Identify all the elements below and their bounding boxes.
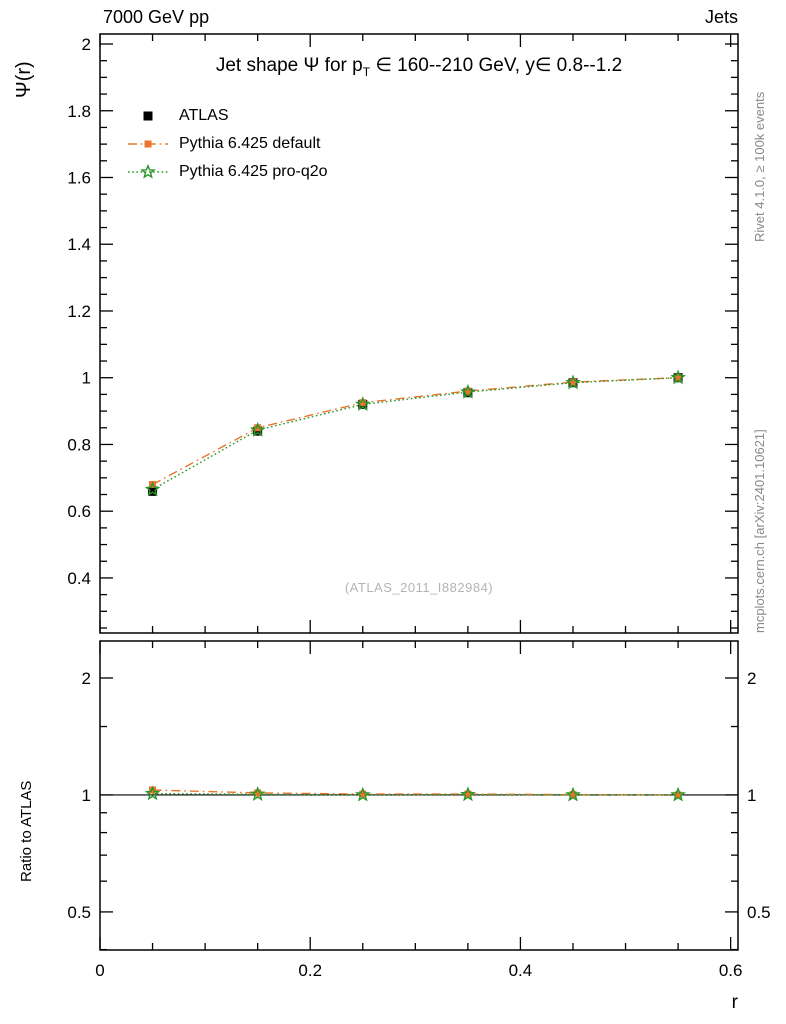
svg-text:0.2: 0.2 — [298, 961, 322, 980]
legend: ATLAS Pythia 6.425 default Pythia 6.425 … — [126, 102, 328, 186]
svg-text:1.6: 1.6 — [67, 168, 91, 187]
svg-text:2: 2 — [747, 669, 756, 688]
plot-title-rest: ∈ 160--210 GeV, y∈ 0.8--1.2 — [370, 55, 623, 76]
legend-item-pythia-proq2o: Pythia 6.425 pro-q2o — [126, 158, 328, 186]
svg-text:0.4: 0.4 — [509, 961, 533, 980]
x-axis-label: r — [731, 992, 738, 1013]
legend-marker-pythia-proq2o — [128, 164, 168, 179]
rivet-version-note: Rivet 4.1.0, ≥ 100k events — [752, 91, 767, 242]
legend-item-pythia-default: Pythia 6.425 default — [126, 130, 328, 158]
legend-item-atlas: ATLAS — [126, 102, 328, 130]
svg-text:0.6: 0.6 — [719, 961, 743, 980]
svg-text:1: 1 — [747, 786, 756, 805]
legend-marker-pythia-default — [128, 140, 168, 148]
svg-text:1.4: 1.4 — [67, 235, 91, 254]
legend-label-pythia-proq2o: Pythia 6.425 pro-q2o — [179, 163, 328, 180]
svg-text:2: 2 — [82, 35, 91, 54]
analysis-topic-label: Jets — [704, 7, 738, 27]
beam-energy-label: 7000 GeV pp — [103, 7, 210, 27]
svg-text:0: 0 — [95, 961, 104, 980]
svg-text:1.2: 1.2 — [67, 302, 91, 321]
svg-text:1: 1 — [82, 369, 91, 388]
legend-label-pythia-default: Pythia 6.425 default — [179, 135, 321, 152]
mcplots-arxiv-note: mcplots.cern.ch [arXiv:2401.10621] — [752, 429, 767, 633]
svg-text:1: 1 — [82, 786, 91, 805]
analysis-id-watermark: (ATLAS_2011_I882984) — [344, 580, 494, 595]
svg-text:2: 2 — [82, 669, 91, 688]
legend-marker-atlas — [143, 111, 153, 121]
svg-text:0.8: 0.8 — [67, 435, 91, 454]
svg-text:0.6: 0.6 — [67, 502, 91, 521]
plot-title: Jet shape Ψ for pT ∈ 160--210 GeV, y∈ 0.… — [100, 54, 738, 79]
svg-text:0.4: 0.4 — [67, 569, 91, 588]
y-axis-label-main: Ψ(r) — [13, 61, 35, 98]
plot-title-main: Jet shape Ψ for p — [215, 55, 363, 76]
plot-title-subscript: T — [362, 65, 371, 79]
svg-text:0.5: 0.5 — [67, 903, 91, 922]
svg-text:0.5: 0.5 — [747, 903, 771, 922]
svg-text:1.8: 1.8 — [67, 102, 91, 121]
y-axis-label-ratio: Ratio to ATLAS — [18, 780, 35, 882]
legend-label-atlas: ATLAS — [179, 107, 229, 124]
